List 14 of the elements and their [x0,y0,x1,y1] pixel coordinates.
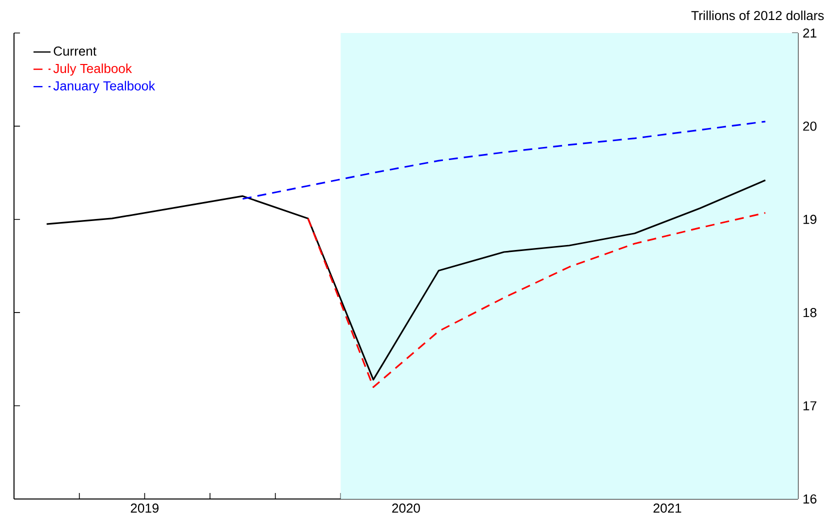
y-axis-title: Trillions of 2012 dollars [691,10,824,20]
y-tick-label: 20 [803,122,816,131]
x-tick-label: 2020 [392,504,420,513]
y-tick-label: 16 [804,494,816,504]
legend-label: July Tealbook [53,64,132,76]
y-tick-label: 19 [804,214,816,224]
x-tick-label: 2021 [654,504,682,513]
y-tick-label: 17 [804,401,816,410]
y-tick-label: 21 [803,28,816,38]
legend-label: January Tealbook [53,80,156,94]
legend-label: Current [54,46,96,56]
line-series [307,212,766,388]
y-tick-label: 18 [804,308,816,318]
x-tick-label: 2019 [130,504,159,513]
